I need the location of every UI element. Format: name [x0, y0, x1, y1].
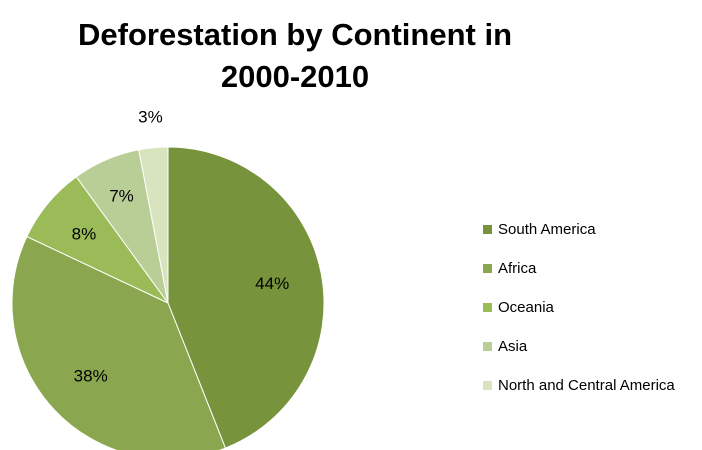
legend-label: Asia [498, 338, 528, 355]
legend-swatch [483, 342, 492, 351]
data-label-oceania: 8% [72, 224, 97, 243]
data-label-africa: 38% [74, 367, 108, 386]
legend-item: South America [483, 210, 675, 249]
legend-swatch [483, 264, 492, 273]
chart-title: Deforestation by Continent in 2000-2010 [78, 17, 512, 94]
legend-label: Oceania [498, 299, 554, 316]
legend-swatch [483, 381, 492, 390]
pie-slice-africa [11, 235, 227, 450]
legend-item: Africa [483, 249, 675, 288]
legend-item: Oceania [483, 288, 675, 327]
legend-item: North and Central America [483, 366, 675, 405]
legend-label: South America [498, 221, 596, 238]
pie-slice-north-and-central-america [138, 146, 169, 304]
data-label-north-and-central-america: 3% [138, 108, 163, 127]
data-label-asia: 7% [109, 187, 134, 206]
legend-label: Africa [498, 260, 537, 277]
legend-item: Asia [483, 327, 675, 366]
legend: South America Africa Oceania Asia North and … [483, 210, 675, 405]
data-label-south-america: 44% [255, 274, 289, 293]
legend-swatch [483, 225, 492, 234]
legend-label: North and Central America [498, 377, 675, 394]
pie-slice-south-america [167, 146, 325, 449]
legend-swatch [483, 303, 492, 312]
